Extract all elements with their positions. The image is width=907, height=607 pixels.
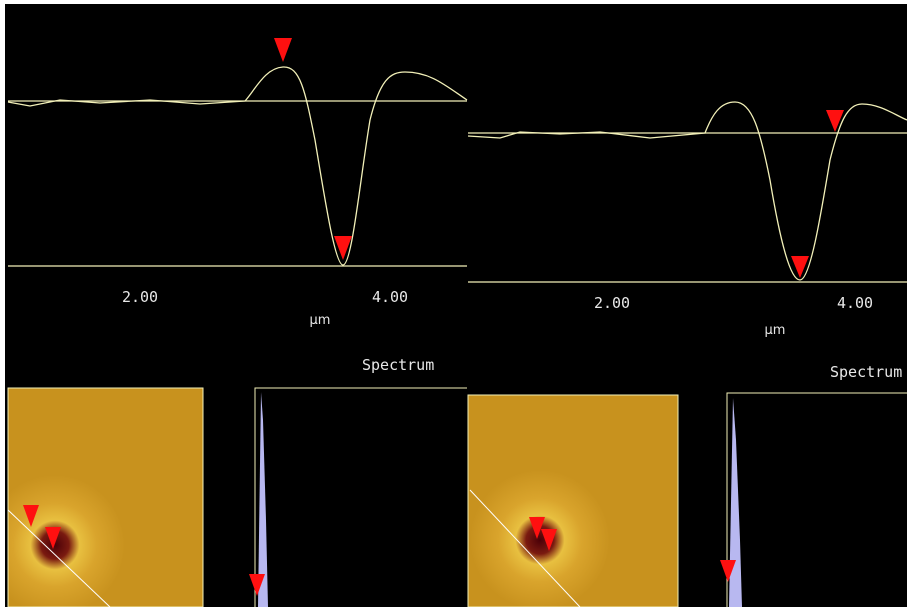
- left-edge: [0, 0, 5, 607]
- section-label: Spectrum: [362, 356, 434, 374]
- top-edge: [0, 0, 907, 4]
- x-tick-label: 2.00: [122, 288, 158, 306]
- page: 2.00 4.00 µm Spectrum 2.00 4.00 µm Spect…: [0, 0, 907, 607]
- section-label: Spectrum: [830, 363, 902, 381]
- x-unit: µm: [765, 323, 786, 338]
- x-tick-label: 4.00: [837, 294, 873, 312]
- x-unit: µm: [310, 313, 331, 328]
- screenshot: 2.00 4.00 µm Spectrum 2.00 4.00 µm Spect…: [0, 0, 907, 607]
- image-view[interactable]: [468, 395, 678, 607]
- x-tick-label: 4.00: [372, 288, 408, 306]
- x-tick-label: 2.00: [594, 294, 630, 312]
- image-view[interactable]: [8, 388, 203, 607]
